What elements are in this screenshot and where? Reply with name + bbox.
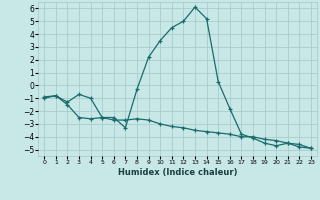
- X-axis label: Humidex (Indice chaleur): Humidex (Indice chaleur): [118, 168, 237, 177]
